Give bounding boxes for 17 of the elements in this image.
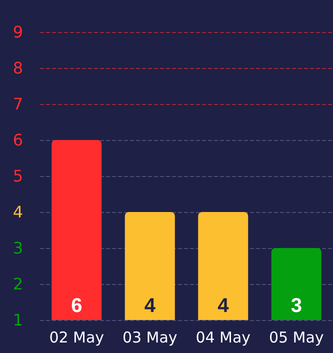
x-tick-label: 03 May	[122, 328, 178, 346]
y-tick-label: 8	[12, 58, 24, 78]
y-tick-label: 5	[12, 166, 24, 186]
y-tick-label: 2	[12, 274, 24, 294]
x-tick-label: 05 May	[268, 328, 324, 346]
data-label: 4	[218, 295, 230, 317]
y-tick-label: 6	[12, 130, 24, 150]
y-tick-label: 9	[12, 22, 24, 42]
y-tick-label: 3	[12, 238, 24, 258]
y-tick-label: 4	[12, 202, 24, 222]
data-label: 6	[71, 295, 82, 317]
y-tick-label: 7	[12, 94, 24, 114]
data-label: 4	[144, 295, 156, 317]
data-label: 3	[290, 295, 302, 317]
x-tick-label: 04 May	[196, 328, 251, 346]
x-tick-label: 02 May	[49, 328, 104, 346]
y-tick-label: 1	[12, 310, 24, 330]
